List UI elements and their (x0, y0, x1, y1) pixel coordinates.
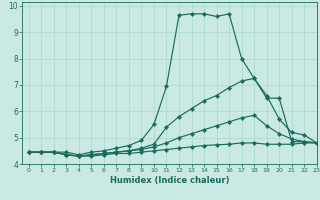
X-axis label: Humidex (Indice chaleur): Humidex (Indice chaleur) (110, 176, 229, 185)
